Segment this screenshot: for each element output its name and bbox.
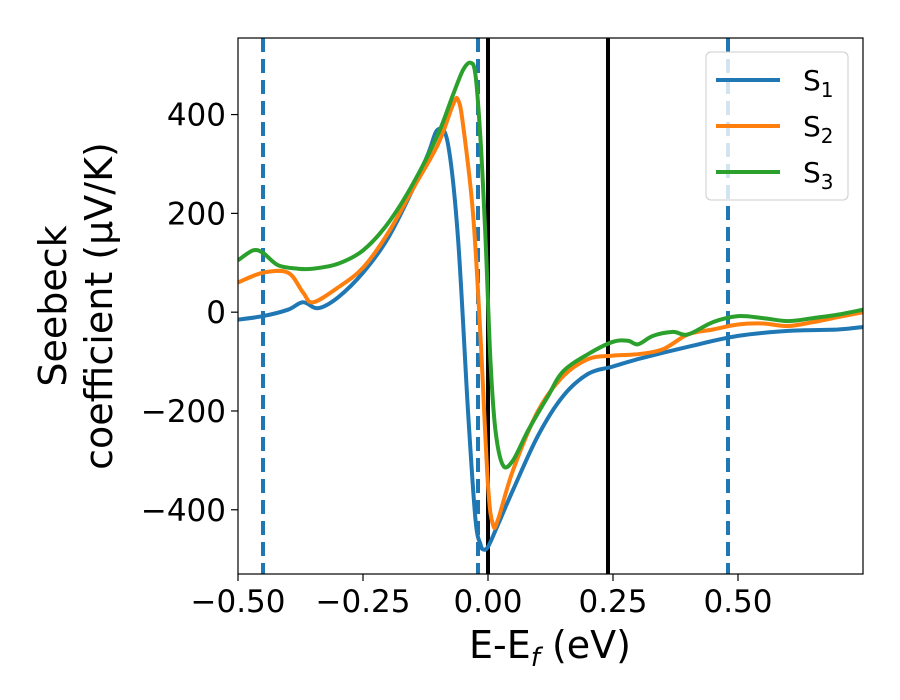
y-axis-ticks: −400 −200 0 200 400 xyxy=(141,98,238,529)
series-line-1 xyxy=(238,126,863,552)
x-axis-label-unit: (eV) xyxy=(540,623,631,667)
y-axis-label-line2: coefficient (μV/K) xyxy=(77,142,121,470)
y-tick-label: −400 xyxy=(141,493,226,529)
x-tick-label: −0.25 xyxy=(316,584,411,620)
x-tick-label: 0.25 xyxy=(578,584,647,620)
legend-label-1: S1 xyxy=(803,64,834,102)
y-tick-label: 200 xyxy=(167,196,226,232)
y-tick-label: 0 xyxy=(206,295,226,331)
legend: S1 S2 S3 xyxy=(705,51,849,201)
y-tick-label: −200 xyxy=(141,394,226,430)
series-layer xyxy=(238,60,863,552)
x-axis-label-main: E-E xyxy=(469,623,531,667)
x-tick-label: 0.50 xyxy=(703,584,772,620)
y-axis-label-line1: Seebeck xyxy=(31,225,75,386)
series-line-2 xyxy=(238,95,863,530)
legend-label-3: S3 xyxy=(803,156,834,194)
x-axis-ticks: −0.50 −0.25 0.00 0.25 0.50 xyxy=(191,574,773,620)
x-tick-label: −0.50 xyxy=(191,584,286,620)
legend-label-2: S2 xyxy=(803,110,834,148)
plot-frame xyxy=(237,37,864,575)
x-tick-label: 0.00 xyxy=(453,584,522,620)
series-line-3 xyxy=(238,60,863,470)
x-axis-label: E-Ef (eV) xyxy=(469,623,631,673)
y-tick-label: 400 xyxy=(167,98,226,134)
